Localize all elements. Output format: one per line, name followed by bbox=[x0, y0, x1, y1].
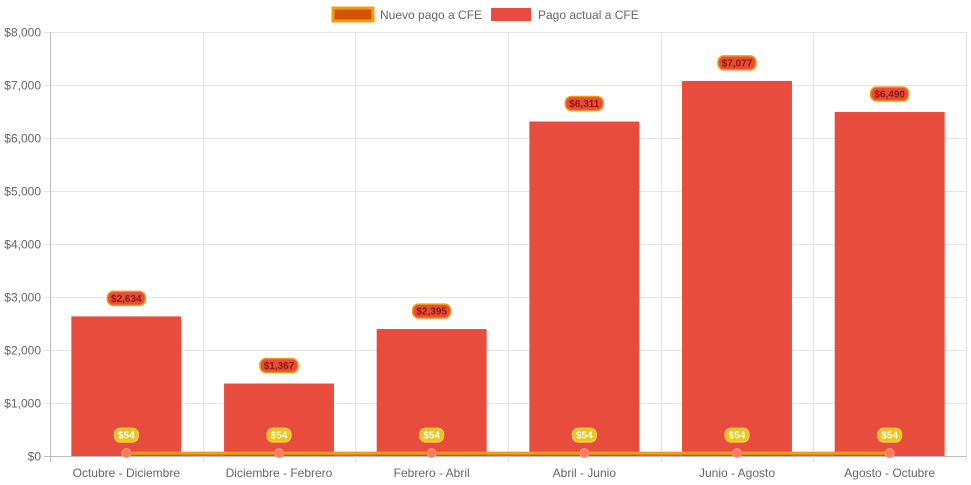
bar[interactable] bbox=[682, 80, 792, 456]
legend-label-nuevo-pago: Nuevo pago a CFE bbox=[380, 8, 482, 22]
line-value-label: $54 bbox=[118, 431, 135, 442]
y-tick-label: $6,000 bbox=[4, 132, 41, 146]
x-tick-label: Octubre - Diciembre bbox=[73, 466, 181, 480]
bar-value-label: $6,490 bbox=[874, 90, 905, 101]
x-tick-label: Febrero - Abril bbox=[394, 466, 470, 480]
y-tick-label: $5,000 bbox=[4, 185, 41, 199]
line-point[interactable] bbox=[426, 448, 437, 459]
bar[interactable] bbox=[224, 383, 334, 456]
x-tick-label: Junio - Agosto bbox=[699, 466, 775, 480]
y-tick-label: $1,000 bbox=[4, 397, 41, 411]
line-value-badge bbox=[571, 427, 597, 443]
line-point[interactable] bbox=[579, 448, 590, 459]
x-tick-label: Agosto - Octubre bbox=[844, 466, 935, 480]
line-value-badge bbox=[266, 427, 292, 443]
line-value-label: $54 bbox=[729, 431, 746, 442]
line-value-badge bbox=[113, 427, 139, 443]
y-tick-label: $4,000 bbox=[4, 238, 41, 252]
y-tick-label: $0 bbox=[28, 450, 42, 464]
legend-label-pago-actual: Pago actual a CFE bbox=[538, 8, 639, 22]
line-value-label: $54 bbox=[881, 431, 898, 442]
axis-layer: $0 $1,000 $2,000 $3,000 $4,000 $5,000 $6,000 $7… bbox=[4, 26, 935, 481]
bar-value-badge bbox=[869, 86, 910, 102]
bar-value-label: $6,311 bbox=[569, 99, 599, 110]
legend-item-nuevo-pago[interactable]: Nuevo pago a CFE bbox=[331, 6, 482, 23]
y-tick-label: $8,000 bbox=[4, 26, 41, 40]
legend[interactable]: Nuevo pago a CFE Pago actual a CFE bbox=[331, 6, 639, 23]
bar-value-badge bbox=[106, 290, 147, 307]
line-point[interactable] bbox=[732, 448, 742, 459]
bar-value-label: $7,077 bbox=[722, 58, 753, 69]
line-value-badge bbox=[877, 427, 903, 443]
line-point[interactable] bbox=[274, 448, 284, 459]
line-layer bbox=[121, 448, 895, 459]
legend-swatch-nuevo-pago bbox=[331, 6, 375, 23]
line-value-label: $54 bbox=[576, 431, 593, 442]
x-tick-label: Abril - Junio bbox=[553, 466, 617, 480]
bar[interactable] bbox=[529, 121, 640, 456]
grid-layer bbox=[44, 32, 967, 462]
legend-swatch-pago-actual bbox=[491, 8, 531, 21]
line-value-badge bbox=[419, 427, 445, 443]
line-value-label: $54 bbox=[271, 431, 288, 442]
y-tick-label: $7,000 bbox=[4, 79, 41, 93]
line-point[interactable] bbox=[884, 448, 895, 459]
y-tick-label: $2,000 bbox=[4, 344, 41, 358]
bar-value-badge bbox=[259, 357, 299, 374]
legend-item-pago-actual[interactable]: Pago actual a CFE bbox=[491, 8, 639, 22]
label-layer: $2,634 $1,367 $2,395 $6,311 $7,077 $6,490 $54 $… bbox=[106, 55, 910, 443]
line-value-badge bbox=[724, 427, 750, 443]
line-value-label: $54 bbox=[423, 431, 440, 442]
bar-value-badge bbox=[717, 55, 757, 71]
x-tick-label: Diciembre - Febrero bbox=[226, 466, 333, 480]
bar-value-label: $1,367 bbox=[264, 361, 295, 372]
bar[interactable] bbox=[834, 112, 945, 456]
line-point[interactable] bbox=[121, 448, 132, 459]
bar-value-badge bbox=[564, 95, 605, 112]
bar-value-label: $2,634 bbox=[111, 294, 142, 305]
bar-value-badge bbox=[411, 303, 452, 319]
bar-layer bbox=[71, 80, 945, 456]
y-tick-label: $3,000 bbox=[4, 291, 41, 305]
bar-value-label: $2,395 bbox=[416, 307, 447, 318]
